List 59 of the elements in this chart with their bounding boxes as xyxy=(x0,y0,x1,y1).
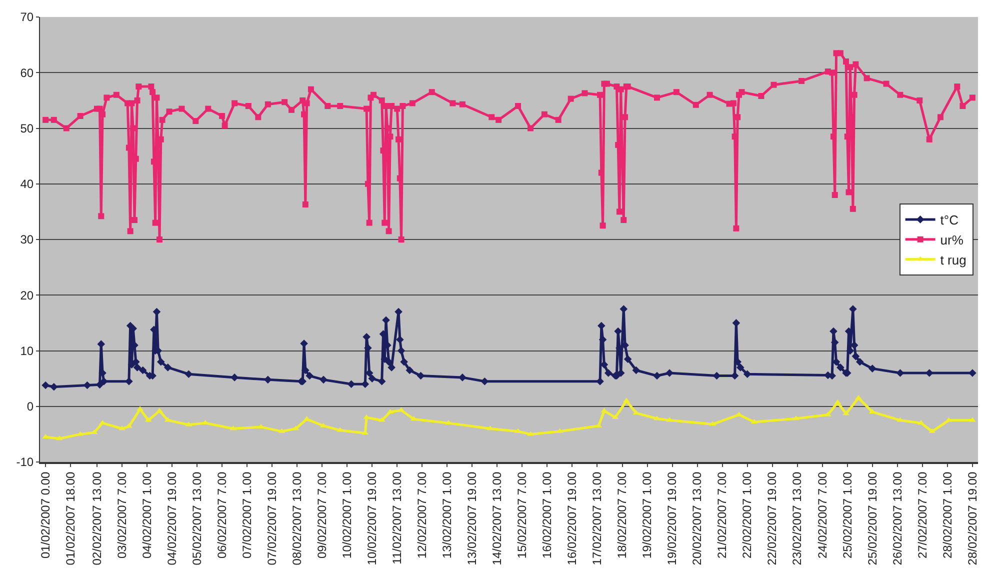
x-tick-label: 15/02/2007 7.00 xyxy=(515,471,530,559)
x-tick-label: 20/02/2007 13.00 xyxy=(690,471,704,566)
point xyxy=(118,426,126,430)
x-tick-label: 22/02/2007 1.00 xyxy=(740,471,754,559)
x-tick-label: 10/02/2007 19.00 xyxy=(365,471,380,566)
y-tick-label: 10 xyxy=(20,344,34,358)
x-tick-label: 13/02/2007 19.00 xyxy=(465,471,480,566)
x-tick-label: 28/02/2007 19.00 xyxy=(965,471,980,566)
point xyxy=(842,410,850,416)
x-tick-label: 25/02/2007 1.00 xyxy=(840,471,854,559)
x-tick-label: 01/02/2007 18.00 xyxy=(63,471,78,566)
y-tick-label: 50 xyxy=(20,121,34,136)
legend-label: ur% xyxy=(940,232,964,248)
point xyxy=(156,408,163,412)
x-tick-label: 06/02/2007 7.00 xyxy=(214,471,229,559)
x-tick-label: 11/02/2007 13.00 xyxy=(390,471,404,564)
x-tick-label: 02/02/2007 13.00 xyxy=(90,471,104,566)
y-tick-label: 60 xyxy=(20,66,34,80)
x-tick-label: 24/02/2007 7.00 xyxy=(815,471,830,559)
x-tick-label: 28/02/2007 1.00 xyxy=(940,471,954,559)
x-tick-label: 16/02/2007 19.00 xyxy=(565,471,580,566)
y-tick-label: 70 xyxy=(20,10,34,24)
x-tick-label: 27/02/2007 7.00 xyxy=(915,471,930,559)
x-tick-label: 04/02/2007 1.00 xyxy=(140,471,154,559)
x-tick-label: 21/02/2007 7.00 xyxy=(715,471,730,559)
x-tick-label: 04/02/2007 19.00 xyxy=(164,471,179,566)
x-tick-label: 23/02/2007 13.00 xyxy=(790,471,804,566)
y-tick-label: 40 xyxy=(20,177,34,192)
x-tick-label: 19/02/2007 1.00 xyxy=(640,471,654,559)
y-tick-label: 30 xyxy=(20,232,34,247)
x-tick-label: 05/02/2007 13.00 xyxy=(190,471,204,566)
legend-label: t°C xyxy=(940,212,959,228)
point xyxy=(792,416,800,420)
point xyxy=(527,431,534,436)
x-tick-label: 18/02/2007 7.00 xyxy=(615,471,630,559)
x-tick-label: 16/02/2007 1.00 xyxy=(540,471,554,559)
x-tick-label: 14/02/2007 13.00 xyxy=(490,471,504,566)
x-tick-label: 03/02/2007 7.00 xyxy=(114,471,129,559)
point xyxy=(666,417,673,422)
x-tick-label: 17/02/2007 13.00 xyxy=(590,471,604,566)
x-tick-label: 26/02/2007 13.00 xyxy=(890,471,904,566)
x-tick-label: 07/02/2007 1.00 xyxy=(240,471,254,559)
x-tick-label: 01/02/2007 0.00 xyxy=(38,471,52,559)
legend-label: t rug xyxy=(940,252,966,268)
x-tick-label: 13/02/2007 1.00 xyxy=(440,471,454,559)
point xyxy=(918,420,924,425)
point xyxy=(855,395,862,400)
x-tick-label: 12/02/2007 7.00 xyxy=(415,471,430,559)
y-tick-label: -10 xyxy=(16,455,34,470)
x-tick-label: 19/02/2007 19.00 xyxy=(665,471,680,566)
x-tick-label: 22/02/2007 19.00 xyxy=(765,471,780,566)
x-tick-label: 25/02/2007 19.00 xyxy=(865,471,880,566)
x-tick-label: 07/02/2007 19.00 xyxy=(264,471,279,566)
y-tick-label: 0 xyxy=(26,400,34,414)
point xyxy=(654,416,660,420)
y-tick-label: 20 xyxy=(20,288,34,302)
x-tick-label: 09/02/2007 7.00 xyxy=(314,471,329,559)
x-tick-label: 08/02/2007 13.00 xyxy=(290,471,304,566)
x-tick-label: 10/02/2007 1.00 xyxy=(340,471,354,559)
